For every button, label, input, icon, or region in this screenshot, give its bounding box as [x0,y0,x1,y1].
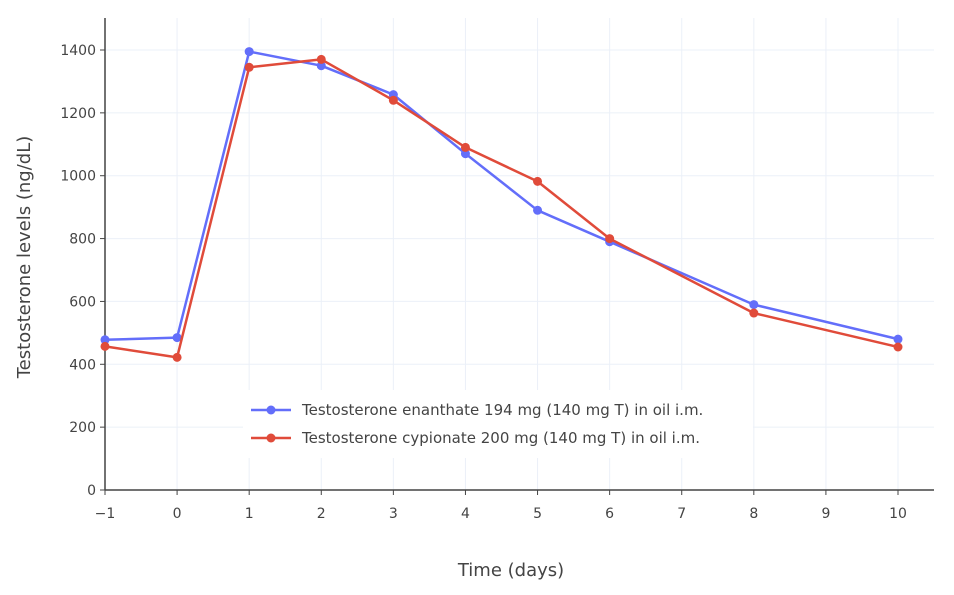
x-tick-label: 1 [245,506,254,522]
y-tick-label: 600 [69,294,96,310]
tick-labels: −1 0 1 2 3 4 5 6 7 8 9 10 0 200 400 600 800 1000 1200 1400 [60,43,907,522]
y-tick-label: 1400 [60,43,96,59]
x-tick-label: 4 [461,506,470,522]
x-axis-title: Time (days) [457,560,564,581]
legend-label-enanthate: Testosterone enanthate 194 mg (140 mg T)… [301,401,703,419]
data-point [316,54,326,64]
series-line [104,58,899,359]
series-layer [100,47,903,362]
data-point [100,341,110,351]
legend-background [243,390,753,458]
data-point [893,342,903,352]
series-1 [100,54,903,362]
data-point [100,335,110,345]
data-point [749,308,759,318]
y-tick-label: 0 [87,483,96,499]
series-line [104,50,899,342]
legend: Testosterone enanthate 194 mg (140 mg T)… [243,390,753,458]
legend-item-cypionate: Testosterone cypionate 200 mg (140 mg T)… [251,429,700,447]
x-tick-label: −1 [95,506,116,522]
legend-marker-cypionate [266,433,276,443]
data-point [388,95,398,105]
series-0 [100,47,903,345]
data-point [460,142,470,152]
x-tick-label: 9 [821,506,830,522]
axes [100,18,934,495]
x-tick-label: 8 [749,506,758,522]
data-point [533,205,543,215]
y-axis-title: Testosterone levels (ng/dL) [14,136,35,380]
y-tick-label: 1000 [60,169,96,185]
legend-item-enanthate: Testosterone enanthate 194 mg (140 mg T)… [251,401,703,419]
x-tick-label: 2 [317,506,326,522]
data-point [460,149,470,159]
data-point [172,352,182,362]
data-point [244,47,254,57]
data-point [533,176,543,186]
data-point [605,234,615,244]
y-tick-label: 1200 [60,106,96,122]
x-tick-label: 5 [533,506,542,522]
x-tick-label: 6 [605,506,614,522]
data-point [316,61,326,71]
x-tick-label: 10 [889,506,907,522]
data-point [244,62,254,72]
data-point [893,334,903,344]
legend-label-cypionate: Testosterone cypionate 200 mg (140 mg T)… [301,429,700,447]
data-point [172,333,182,343]
x-tick-label: 7 [677,506,686,522]
y-tick-label: 800 [69,232,96,248]
y-tick-label: 400 [69,357,96,373]
data-point [749,300,759,310]
x-tick-label: 0 [173,506,182,522]
legend-marker-enanthate [266,405,276,415]
y-tick-label: 200 [69,420,96,436]
x-tick-label: 3 [389,506,398,522]
